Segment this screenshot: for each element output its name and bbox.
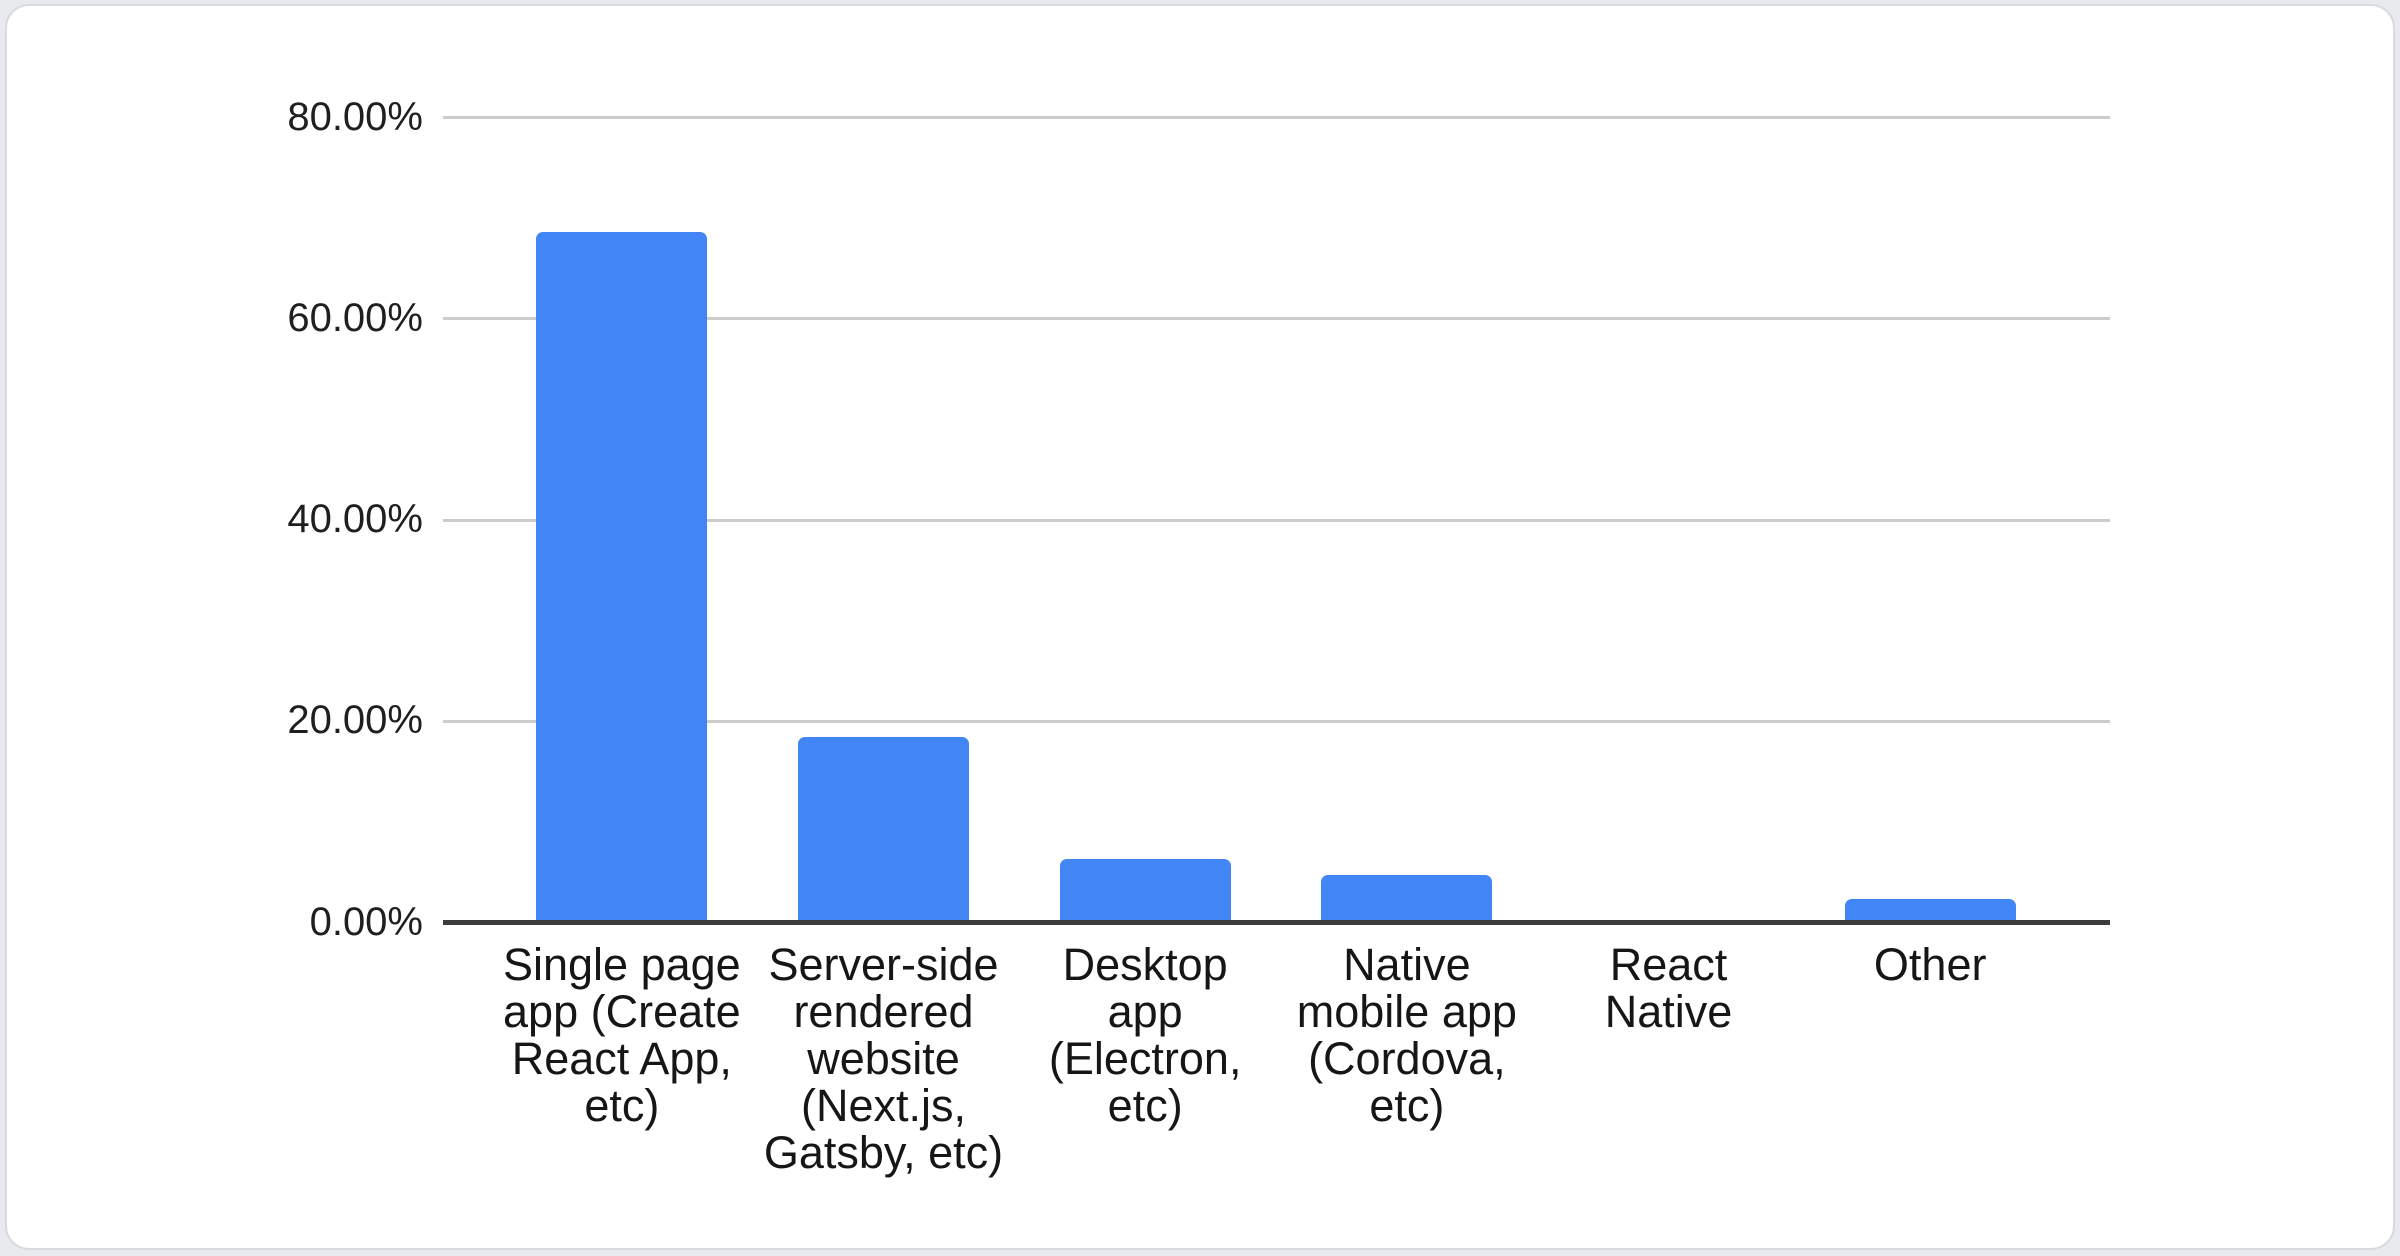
y-tick-label: 60.00%: [287, 296, 423, 340]
chart-bar: [536, 232, 708, 922]
category-label: Single page app (Create React App, etc): [502, 939, 741, 1131]
y-tick-label: 0.00%: [309, 900, 423, 944]
category-band: [1538, 0, 1800, 922]
gridline: [443, 720, 2110, 723]
x-axis-labels-layer: Single page app (Create React App, etc) S…: [491, 941, 2061, 1176]
category-label: Other: [1873, 939, 1987, 990]
y-tick-label: 80.00%: [287, 95, 423, 139]
gridline: [443, 116, 2110, 119]
bars-layer: [491, 0, 2061, 922]
x-axis-line: [443, 920, 2110, 925]
chart-bar: [1059, 859, 1231, 922]
category-band: [1276, 0, 1538, 922]
category-label: React Native: [1604, 939, 1733, 1037]
category-band: [1014, 0, 1276, 922]
gridline: [443, 519, 2110, 522]
y-tick-label: 40.00%: [287, 497, 423, 541]
y-tick-label: 20.00%: [287, 698, 423, 742]
gridline: [443, 317, 2110, 320]
chart-bar: [1844, 899, 2016, 922]
category-label: Native mobile app (Cordova, etc): [1296, 939, 1517, 1131]
chart-bar: [798, 737, 969, 922]
category-band: [753, 0, 1015, 922]
category-band: [491, 0, 753, 922]
category-label: Server-side rendered website (Next.js, G…: [763, 939, 1004, 1178]
chart-bar: [1321, 875, 1493, 922]
category-label: Desktop app (Electron, etc): [1048, 939, 1242, 1131]
category-band: [1799, 0, 2061, 922]
chart-card: [5, 4, 2395, 1250]
